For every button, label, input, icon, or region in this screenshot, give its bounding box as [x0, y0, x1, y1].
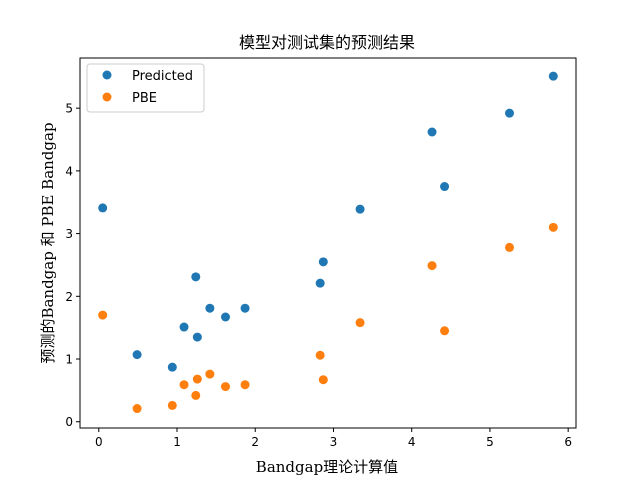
- x-tick-label: 4: [408, 435, 416, 449]
- data-point-predicted: [221, 312, 231, 322]
- data-point-predicted: [440, 182, 450, 192]
- data-point-pbe: [318, 375, 328, 385]
- data-point-predicted: [505, 108, 515, 118]
- y-tick-label: 0: [65, 415, 73, 429]
- legend-marker-predicted: [102, 70, 112, 80]
- data-point-predicted: [179, 322, 189, 332]
- y-axis-label: 预测的Bandgap 和 PBE Bandgap: [39, 122, 57, 363]
- y-tick-label: 1: [65, 353, 73, 367]
- legend-box: [86, 63, 205, 113]
- legend-label-predicted: Predicted: [132, 69, 193, 84]
- data-point-predicted: [192, 332, 202, 342]
- data-point-pbe: [98, 310, 108, 320]
- data-point-pbe: [427, 261, 437, 271]
- x-tick-label: 2: [251, 435, 259, 449]
- y-tick-label: 5: [65, 102, 73, 116]
- y-axis: 0 1 2 3 4 5: [65, 102, 80, 429]
- data-point-predicted: [240, 303, 250, 313]
- data-point-pbe: [240, 380, 250, 390]
- y-tick-label: 3: [65, 227, 73, 241]
- data-point-pbe: [221, 382, 231, 392]
- data-point-predicted: [132, 350, 142, 360]
- data-point-pbe: [355, 318, 365, 328]
- data-point-pbe: [167, 400, 177, 410]
- data-point-predicted: [318, 257, 328, 267]
- x-axis-label: Bandgap理论计算值: [256, 458, 398, 476]
- data-point-pbe: [205, 369, 215, 379]
- x-tick-label: 3: [330, 435, 338, 449]
- x-tick-label: 0: [95, 435, 103, 449]
- data-point-pbe: [548, 222, 558, 232]
- data-point-predicted: [548, 71, 558, 81]
- data-point-pbe: [132, 404, 142, 414]
- y-tick-label: 4: [65, 164, 73, 178]
- plot-area: [79, 57, 577, 429]
- data-point-pbe: [505, 242, 515, 252]
- data-points: [98, 71, 558, 414]
- data-point-pbe: [315, 350, 325, 360]
- data-point-pbe: [192, 374, 202, 384]
- y-tick-label: 2: [65, 290, 73, 304]
- chart-title: 模型对测试集的预测结果: [239, 33, 415, 52]
- x-axis: 0 1 2 3 4 5 6: [95, 428, 572, 449]
- data-point-predicted: [355, 204, 365, 214]
- data-point-pbe: [440, 326, 450, 336]
- x-tick-label: 6: [564, 435, 572, 449]
- x-tick-label: 1: [173, 435, 181, 449]
- data-point-pbe: [191, 390, 201, 400]
- legend: Predicted PBE: [86, 63, 205, 113]
- data-point-predicted: [205, 303, 215, 313]
- data-point-predicted: [427, 127, 437, 137]
- data-point-predicted: [191, 272, 201, 282]
- data-point-predicted: [98, 203, 108, 213]
- data-point-pbe: [179, 380, 189, 390]
- data-point-predicted: [315, 278, 325, 288]
- legend-label-pbe: PBE: [132, 91, 157, 106]
- data-point-predicted: [167, 362, 177, 372]
- x-tick-label: 5: [486, 435, 494, 449]
- legend-marker-pbe: [102, 92, 112, 102]
